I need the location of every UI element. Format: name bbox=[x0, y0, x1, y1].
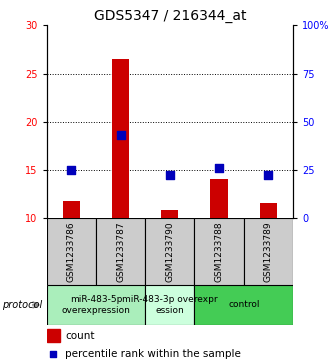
Bar bbox=[96, 218, 145, 285]
Text: GSM1233790: GSM1233790 bbox=[165, 221, 174, 282]
Point bbox=[50, 351, 55, 356]
Text: miR-483-3p overexpr
ession: miR-483-3p overexpr ession bbox=[122, 295, 218, 315]
Text: control: control bbox=[228, 301, 259, 309]
Point bbox=[167, 172, 172, 178]
Bar bbox=[145, 218, 194, 285]
Bar bbox=[47, 329, 60, 342]
Point bbox=[266, 172, 271, 178]
Bar bbox=[194, 218, 244, 285]
Point bbox=[69, 167, 74, 172]
Text: count: count bbox=[65, 331, 95, 340]
Bar bbox=[210, 179, 228, 218]
Bar bbox=[63, 201, 80, 218]
Text: GSM1233788: GSM1233788 bbox=[214, 221, 224, 282]
Text: GSM1233789: GSM1233789 bbox=[264, 221, 273, 282]
Title: GDS5347 / 216344_at: GDS5347 / 216344_at bbox=[94, 9, 246, 23]
Bar bbox=[161, 210, 178, 218]
Bar bbox=[47, 285, 145, 325]
Bar bbox=[194, 285, 293, 325]
Text: protocol: protocol bbox=[2, 300, 42, 310]
Text: GSM1233787: GSM1233787 bbox=[116, 221, 125, 282]
Bar bbox=[145, 285, 194, 325]
Point bbox=[118, 132, 123, 138]
Bar bbox=[47, 218, 96, 285]
Text: GSM1233786: GSM1233786 bbox=[67, 221, 76, 282]
Bar bbox=[112, 59, 129, 218]
Point bbox=[216, 165, 222, 171]
Bar bbox=[260, 203, 277, 218]
Text: miR-483-5p
overexpression: miR-483-5p overexpression bbox=[62, 295, 130, 315]
Text: percentile rank within the sample: percentile rank within the sample bbox=[65, 348, 241, 359]
Bar bbox=[244, 218, 293, 285]
